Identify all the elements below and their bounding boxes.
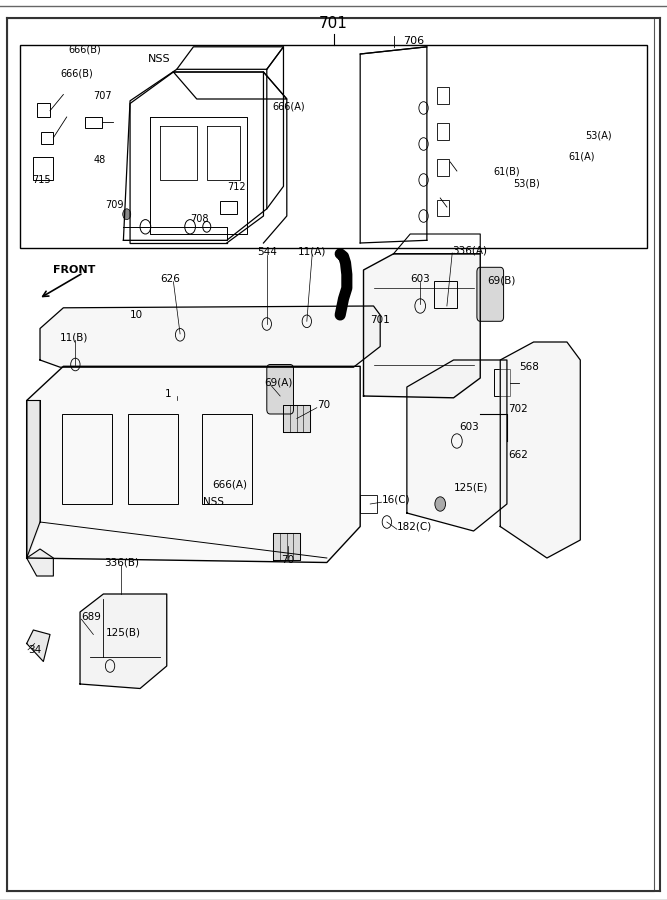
Bar xyxy=(437,123,449,140)
Circle shape xyxy=(435,497,446,511)
Bar xyxy=(437,159,449,176)
Text: 16(C): 16(C) xyxy=(382,494,410,505)
Text: 702: 702 xyxy=(508,404,528,415)
Text: FRONT: FRONT xyxy=(53,265,96,275)
Text: 603: 603 xyxy=(459,422,479,433)
Bar xyxy=(437,200,449,216)
Text: 53(A): 53(A) xyxy=(586,130,612,141)
Text: 10: 10 xyxy=(130,310,143,320)
Bar xyxy=(202,414,252,504)
Text: 70: 70 xyxy=(317,400,330,410)
Polygon shape xyxy=(80,594,167,688)
Text: 568: 568 xyxy=(519,362,539,373)
Text: NSS: NSS xyxy=(203,497,224,508)
Bar xyxy=(434,281,457,308)
Polygon shape xyxy=(27,630,50,662)
Text: 61(B): 61(B) xyxy=(494,166,520,176)
Text: 61(A): 61(A) xyxy=(568,151,595,162)
Bar xyxy=(61,414,111,504)
Polygon shape xyxy=(27,549,53,576)
Bar xyxy=(437,87,449,104)
Text: 336(A): 336(A) xyxy=(452,245,487,256)
Text: 544: 544 xyxy=(257,247,277,257)
Text: 69(B): 69(B) xyxy=(487,275,516,286)
Text: NSS: NSS xyxy=(148,53,171,64)
Text: 666(A): 666(A) xyxy=(212,479,247,490)
Text: 603: 603 xyxy=(410,274,430,284)
Text: 706: 706 xyxy=(404,35,425,46)
Bar xyxy=(33,158,53,180)
Polygon shape xyxy=(500,342,580,558)
Bar xyxy=(220,201,237,214)
Text: 69(A): 69(A) xyxy=(264,377,293,388)
Circle shape xyxy=(123,209,131,220)
Text: 336(B): 336(B) xyxy=(104,557,139,568)
Polygon shape xyxy=(407,360,507,531)
Text: 708: 708 xyxy=(190,213,209,224)
Text: 715: 715 xyxy=(32,175,51,185)
Polygon shape xyxy=(364,254,480,398)
Polygon shape xyxy=(273,533,300,560)
Text: 709: 709 xyxy=(105,200,124,211)
Text: 1: 1 xyxy=(165,389,171,400)
Text: 53(B): 53(B) xyxy=(514,178,540,189)
Text: 666(A): 666(A) xyxy=(272,101,305,112)
Bar xyxy=(85,117,102,128)
Text: 125(B): 125(B) xyxy=(105,627,140,638)
Polygon shape xyxy=(27,400,40,558)
Text: 666(B): 666(B) xyxy=(69,44,101,55)
Text: 701: 701 xyxy=(370,315,390,326)
Polygon shape xyxy=(283,405,310,432)
Text: 48: 48 xyxy=(93,155,105,166)
FancyBboxPatch shape xyxy=(267,364,293,414)
Bar xyxy=(360,495,377,513)
Text: 662: 662 xyxy=(508,449,528,460)
Text: 701: 701 xyxy=(319,15,348,31)
Bar xyxy=(128,414,179,504)
Text: 11(B): 11(B) xyxy=(60,332,89,343)
Polygon shape xyxy=(27,366,360,562)
Text: 707: 707 xyxy=(93,91,112,102)
Text: 689: 689 xyxy=(81,611,101,622)
Text: 182(C): 182(C) xyxy=(397,521,432,532)
Bar xyxy=(20,45,647,248)
Text: 626: 626 xyxy=(160,274,180,284)
Bar xyxy=(494,369,510,396)
Bar xyxy=(37,104,50,117)
Text: 712: 712 xyxy=(227,182,245,193)
Text: 125(E): 125(E) xyxy=(454,482,488,493)
FancyBboxPatch shape xyxy=(477,267,504,321)
Bar xyxy=(41,132,53,144)
Polygon shape xyxy=(40,306,380,367)
Text: 11(A): 11(A) xyxy=(298,247,326,257)
Text: 666(B): 666(B) xyxy=(61,68,93,79)
Text: 34: 34 xyxy=(28,644,41,655)
Text: 70: 70 xyxy=(281,554,295,565)
